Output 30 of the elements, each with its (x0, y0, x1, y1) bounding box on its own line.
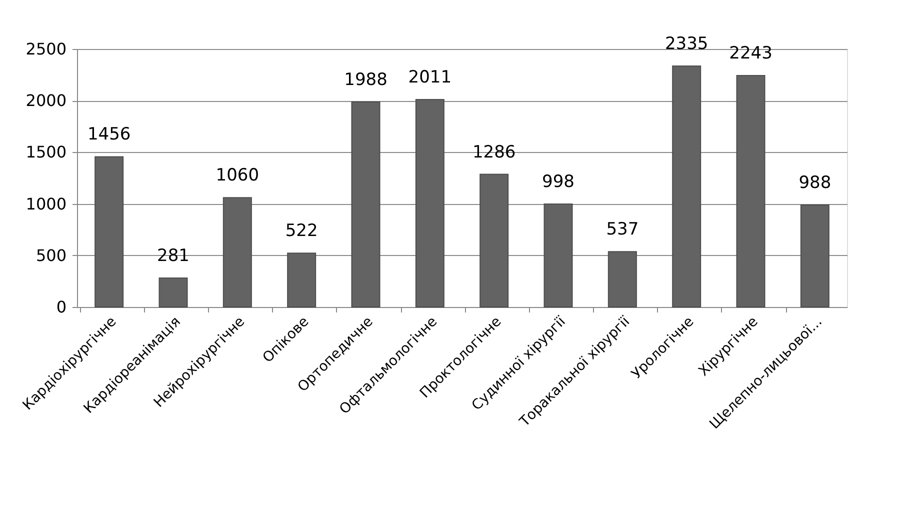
data-label: 1988 (344, 70, 388, 90)
y-tick-label: 500 (36, 246, 66, 265)
bar (672, 66, 702, 308)
y-tick-label: 1500 (26, 142, 66, 162)
data-label: 1456 (87, 124, 131, 145)
bar (94, 156, 124, 308)
bar (222, 197, 252, 308)
data-label: 2243 (729, 44, 772, 64)
y-tick-label: 0 (56, 298, 66, 316)
data-label: 998 (542, 172, 574, 192)
bar (287, 252, 316, 308)
bar (800, 204, 830, 308)
data-label: 988 (798, 173, 832, 194)
bar (415, 98, 444, 308)
data-label: 522 (285, 221, 318, 242)
bar (608, 251, 637, 308)
bar (736, 75, 766, 308)
bar (480, 174, 509, 308)
data-label: 537 (606, 220, 639, 240)
data-label: 1286 (472, 142, 516, 162)
y-tick-label: 1000 (26, 194, 66, 214)
y-tick-label: 2000 (26, 91, 66, 110)
y-tick-label: 2500 (26, 40, 66, 58)
bar (544, 204, 573, 308)
data-label: 281 (157, 246, 190, 266)
data-label: 2335 (664, 34, 708, 54)
data-label: 2011 (408, 67, 452, 88)
bar (351, 101, 380, 308)
bar (158, 278, 188, 308)
data-label: 1060 (216, 166, 260, 186)
